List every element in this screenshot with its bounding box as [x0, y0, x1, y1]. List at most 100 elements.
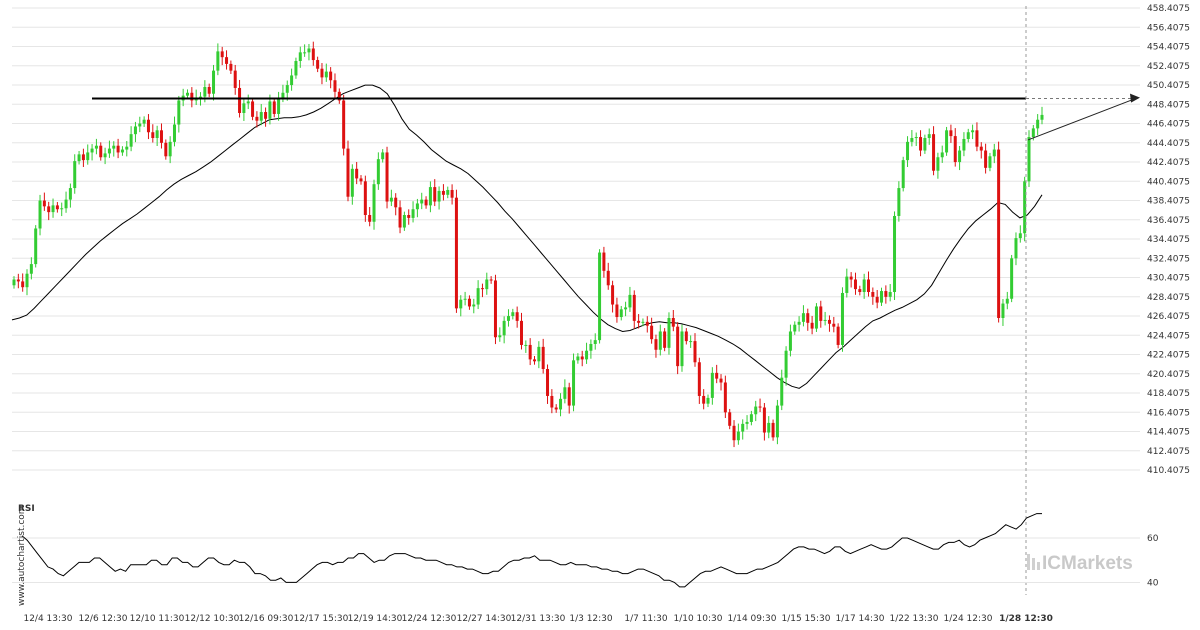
price-tick-label: 414.4075 [1147, 428, 1190, 438]
candle-body [546, 369, 550, 396]
candle-body [402, 215, 406, 228]
candle-body [255, 116, 259, 121]
candle-body [793, 324, 797, 332]
time-tick-label: 1/10 10:30 [673, 614, 722, 624]
candle-body [86, 152, 90, 161]
candle-body [559, 398, 563, 410]
forecast-arrow-line [1027, 97, 1139, 141]
time-tick-label: 1/15 15:30 [781, 614, 830, 624]
candle-body [42, 200, 46, 207]
candle-body [528, 344, 532, 360]
rsi-tick-label: 60 [1147, 534, 1159, 544]
price-tick-label: 450.4075 [1147, 81, 1190, 91]
candle-body [827, 319, 831, 324]
candle-body [454, 197, 458, 309]
brand-logo-mark [1037, 562, 1040, 570]
candle-body [619, 309, 623, 318]
candle-body [732, 425, 736, 441]
rsi-label: RSI [18, 504, 35, 514]
candle-body [480, 288, 484, 290]
candle-body [537, 346, 541, 362]
candle-body [814, 306, 818, 329]
rsi-panel: 60 40 [12, 513, 1159, 588]
candle-body [298, 52, 302, 62]
candle-body [90, 148, 94, 153]
candle-body [775, 405, 779, 438]
candle-body [984, 150, 988, 168]
time-tick-label: 12/10 11:30 [130, 614, 185, 624]
price-tick-label: 418.4075 [1147, 389, 1190, 399]
candle-body [493, 280, 497, 338]
forecast-arrow-head [1130, 93, 1140, 103]
candle-body [151, 132, 155, 139]
candle-body [589, 343, 593, 351]
candle-body [385, 152, 389, 202]
candle-body [945, 130, 949, 153]
candle-body [975, 130, 979, 147]
candle-body [190, 92, 194, 101]
price-tick-label: 446.4075 [1147, 120, 1190, 130]
candle-body [311, 48, 315, 61]
candle-body [25, 273, 29, 288]
candle-body [329, 71, 333, 81]
candle-body [55, 205, 59, 210]
candle-body [567, 387, 571, 406]
candle-body [502, 320, 506, 336]
candle-body [1027, 137, 1031, 182]
price-tick-label: 432.4075 [1147, 254, 1190, 264]
candle-body [914, 137, 918, 139]
price-tick-label: 422.4075 [1147, 351, 1190, 361]
candle-body [979, 146, 983, 151]
candle-body [563, 387, 567, 399]
candle-body [424, 199, 428, 206]
time-tick-label: 1/28 12:30 [999, 614, 1053, 624]
candle-body [728, 412, 732, 426]
candle-body [949, 130, 953, 137]
candle-body [459, 299, 463, 309]
candle-body [368, 215, 372, 222]
candle-body [363, 181, 367, 216]
candle-body [784, 350, 788, 378]
candle-body [428, 187, 432, 206]
candle-body [572, 360, 576, 406]
candle-body [715, 372, 719, 379]
candle-body [771, 422, 775, 438]
candle-body [997, 149, 1001, 318]
candle-body [858, 289, 862, 293]
candle-body [736, 431, 740, 441]
time-tick-label: 12/6 12:30 [78, 614, 127, 624]
candle-body [320, 68, 324, 78]
candle-body [845, 276, 849, 293]
candle-body [940, 152, 944, 158]
candle-body [68, 188, 72, 200]
candle-body [875, 296, 879, 303]
candle-body [472, 304, 476, 307]
candle-body [203, 86, 207, 97]
price-tick-label: 410.4075 [1147, 466, 1190, 476]
candle-body [164, 142, 168, 157]
candle-body [554, 407, 558, 410]
candle-body [12, 279, 16, 286]
candle-body [64, 199, 68, 209]
candle-body [381, 152, 385, 160]
candle-body [723, 382, 727, 413]
candle-body [797, 321, 801, 325]
candle-body [159, 130, 163, 143]
candle-body [992, 149, 996, 157]
candle-body [199, 96, 203, 98]
watermark-text: www.autochartist.com [17, 505, 27, 606]
candle-body [741, 423, 745, 432]
candle-body [246, 101, 250, 104]
candle-body [689, 341, 693, 343]
candle-body [598, 252, 602, 341]
time-tick-label: 1/7 11:30 [624, 614, 668, 624]
price-tick-label: 444.4075 [1147, 139, 1190, 149]
candle-body [637, 320, 641, 323]
candle-body [806, 313, 810, 323]
candle-body [840, 292, 844, 345]
candle-body [333, 80, 337, 92]
candle-body [611, 285, 615, 305]
candle-body [407, 215, 411, 218]
brand-logo-mark [1027, 554, 1030, 570]
candle-body [901, 160, 905, 189]
